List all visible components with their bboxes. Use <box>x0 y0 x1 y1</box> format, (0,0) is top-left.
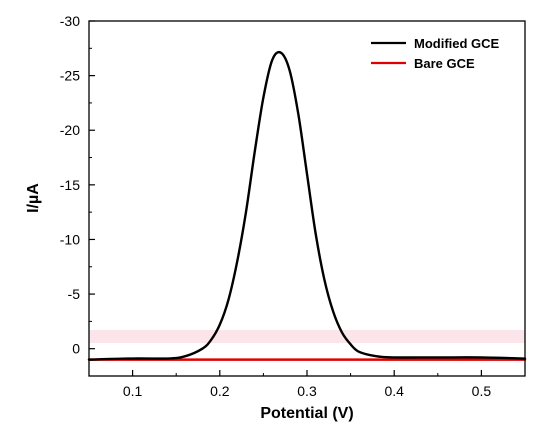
legend: Modified GCE Bare GCE <box>371 36 500 71</box>
series-layer <box>87 50 527 361</box>
x-tick-label: 0.5 <box>472 383 492 399</box>
legend-label-modified-gce: Modified GCE <box>414 36 500 51</box>
legend-label-bare-gce: Bare GCE <box>414 56 475 71</box>
plot-frame <box>88 20 526 377</box>
x-tick-label: 0.4 <box>384 383 404 399</box>
y-tick-label: -5 <box>68 286 81 302</box>
axes-layer: 0.1 0.2 0.3 0.4 0.5 0 -5 -10 -15 -20 -25 -30 <box>60 13 526 399</box>
y-tick-label: -30 <box>60 13 80 29</box>
y-axis-title: I/µA <box>25 183 42 213</box>
baseline-band <box>89 330 525 343</box>
y-tick-label: -20 <box>60 122 80 138</box>
x-tick-label: 0.3 <box>297 383 317 399</box>
y-tick-label: -10 <box>60 231 80 247</box>
y-tick-label: 0 <box>72 341 80 357</box>
y-tick-label: -15 <box>60 177 80 193</box>
series-line-modified-gce <box>87 50 527 361</box>
y-tick-label: -25 <box>60 68 80 84</box>
x-tick-label: 0.2 <box>210 383 230 399</box>
x-axis-title: Potential (V) <box>260 405 353 422</box>
x-tick-label: 0.1 <box>123 383 143 399</box>
